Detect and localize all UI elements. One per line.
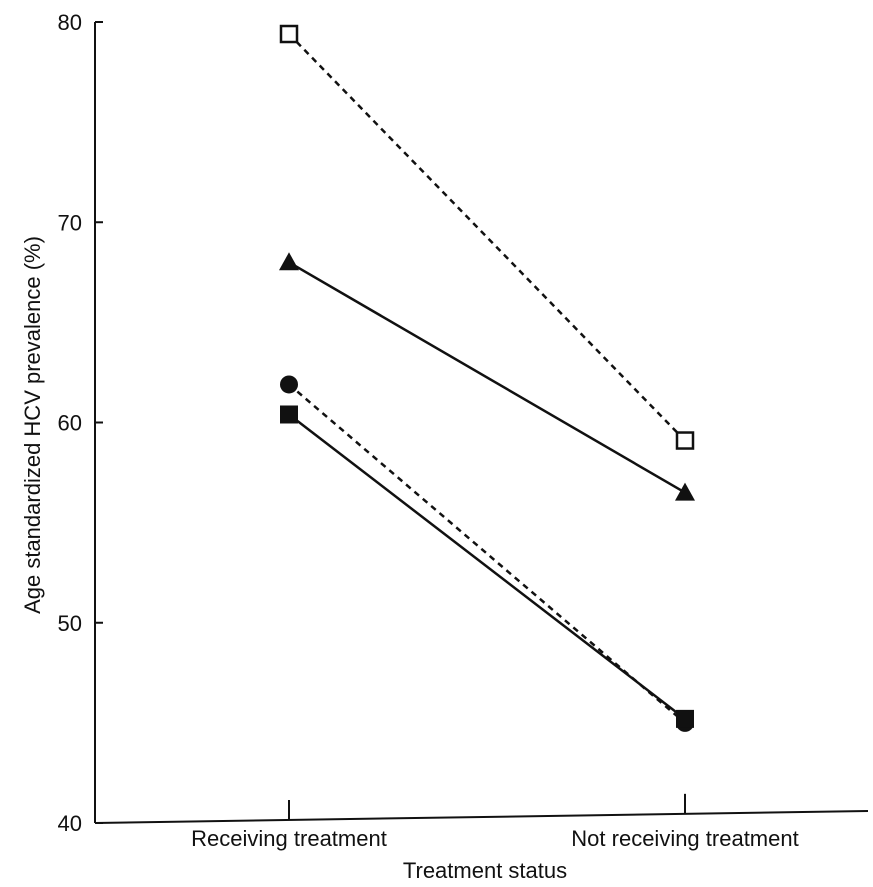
x-tick-label: Receiving treatment (191, 826, 387, 851)
series-filled-triangle (279, 252, 695, 500)
plot-area: 40 50 60 70 80 Receiving treatment Not receiv… (58, 10, 868, 851)
x-axis-line (95, 811, 868, 823)
series-filled-square (280, 405, 694, 727)
data-point-filled-triangle (675, 483, 695, 501)
y-ticks: 40 50 60 70 80 (58, 10, 103, 836)
series-line (289, 414, 685, 718)
data-point-filled-triangle (279, 252, 299, 270)
x-tick-label: Not receiving treatment (571, 826, 798, 851)
data-point-filled-square (676, 710, 694, 728)
series-line (289, 262, 685, 492)
series-line (289, 34, 685, 441)
y-axis-label: Age standardized HCV prevalence (%) (20, 236, 45, 614)
series-layer (279, 26, 695, 732)
data-point-open-square (677, 433, 693, 449)
y-tick-label: 80 (58, 10, 82, 35)
series-open-square (281, 26, 693, 449)
y-tick-label: 50 (58, 611, 82, 636)
y-tick-label: 60 (58, 411, 82, 436)
y-tick-label: 40 (58, 811, 82, 836)
x-ticks: Receiving treatment Not receiving treatme… (191, 794, 799, 851)
x-axis-label: Treatment status (403, 858, 567, 883)
data-point-filled-circle (280, 375, 298, 393)
y-tick-label: 70 (58, 210, 82, 235)
data-point-filled-square (280, 405, 298, 423)
data-point-open-square (281, 26, 297, 42)
